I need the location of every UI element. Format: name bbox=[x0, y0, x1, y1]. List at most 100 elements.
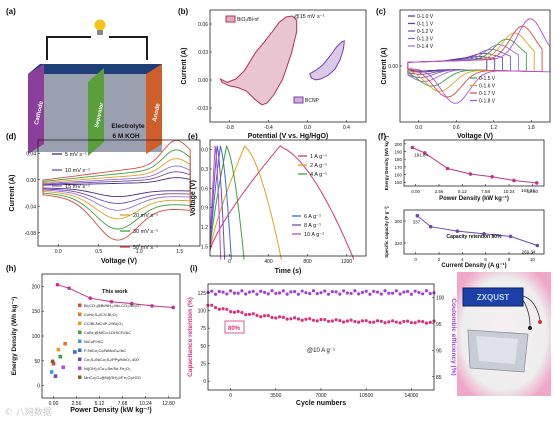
efficiency-point bbox=[236, 291, 240, 295]
gcd-series bbox=[209, 145, 245, 260]
legend-label: BCNP bbox=[305, 98, 320, 104]
efficiency-point bbox=[270, 289, 274, 293]
legend-label: MnCo₂O₄@Ni(OH)₂//Fe₂O₃/rGO bbox=[84, 375, 141, 380]
retention-point bbox=[394, 320, 398, 324]
y-axis-label: Current (A) bbox=[381, 48, 388, 85]
y-tick-label: 0.06 bbox=[198, 22, 208, 28]
plot-frame bbox=[207, 283, 435, 391]
retention-point bbox=[270, 315, 274, 320]
clip-red bbox=[538, 320, 542, 324]
y-axis-label: Current (A) bbox=[181, 48, 188, 85]
data-point bbox=[490, 175, 494, 179]
efficiency-point bbox=[247, 290, 252, 294]
legend-label: 8 A g⁻¹ bbox=[304, 223, 321, 229]
legend-label: 2 A g⁻¹ bbox=[310, 163, 327, 169]
retention-point bbox=[360, 319, 365, 323]
retention-point bbox=[262, 314, 267, 318]
legend-label: 0-1.2 V bbox=[417, 29, 434, 35]
efficiency-point bbox=[308, 292, 312, 296]
anode-plate bbox=[146, 64, 162, 154]
y-tick-label: 0.3 bbox=[201, 167, 208, 173]
y-axis-label: Specific capacity (F g⁻¹) bbox=[384, 206, 389, 258]
x-tick-label: 2.56 bbox=[435, 189, 444, 194]
retention-point bbox=[379, 319, 383, 323]
panel-label: (a) bbox=[6, 7, 16, 16]
plot-frame bbox=[37, 139, 201, 247]
retention-point bbox=[383, 321, 387, 325]
retention-point bbox=[232, 310, 236, 314]
legend-label: Bi₂CO₃@Bi/NH₄-Mn-CO₃//Bi₂O₃ bbox=[84, 303, 141, 308]
data-label: 269.34 bbox=[522, 249, 536, 254]
x-tick-label: 14000 bbox=[404, 393, 418, 399]
efficiency-point bbox=[277, 291, 282, 295]
retention-point bbox=[266, 314, 270, 318]
efficiency-point bbox=[330, 290, 334, 294]
panel-c: (c) 0.0 0.6 1.2 1.8 0.00 Voltage (V) Current (A… bbox=[376, 7, 551, 140]
panel-f-bottom: 0 2 4 6 8 10 300 320 Current Density (A g⁻¹) Spec… bbox=[384, 206, 545, 269]
panel-b: (b) -0.8 -0.4 0.0 0.4 0.06 0.03 0.00 -0.03 Potent… bbox=[178, 7, 367, 140]
efficiency-point bbox=[368, 292, 372, 296]
y-tick-label: 0.0 bbox=[201, 148, 208, 154]
x-tick-label: 8 bbox=[508, 257, 511, 262]
retention-point bbox=[217, 307, 221, 311]
efficiency-point bbox=[251, 289, 255, 293]
efficiency-point bbox=[383, 289, 387, 293]
x-axis-label: Voltage (V) bbox=[457, 133, 493, 140]
efficiency-point bbox=[394, 289, 398, 293]
legend-label: 20 mV s⁻¹ bbox=[133, 213, 158, 219]
x-tick-label: 1.8 bbox=[528, 125, 535, 131]
retention-point bbox=[338, 319, 342, 323]
legend-label: 10 A g⁻¹ bbox=[304, 232, 324, 238]
y-axis-label: Current (A) bbox=[9, 175, 16, 212]
panel-g: (h) This work Bi₂CO₃@Bi/NH₄-Mn-CO₃//Bi₂O₃ C… bbox=[6, 264, 181, 414]
retention-point bbox=[398, 321, 402, 325]
y-tick-label: 100 bbox=[32, 334, 41, 340]
efficiency-point bbox=[406, 289, 410, 294]
bulb-base bbox=[97, 30, 103, 35]
legend-label: CuBr₂@NiCo-LDH/CF//AC bbox=[84, 330, 131, 335]
cell-top bbox=[28, 64, 162, 74]
data-point bbox=[410, 145, 415, 150]
x-tick-label: 2 bbox=[438, 257, 441, 262]
legend-label: 0-1.7 V bbox=[479, 91, 496, 97]
x-tick-label: 6 bbox=[484, 257, 487, 262]
x-tick-label: 7.68 bbox=[118, 401, 128, 407]
retention-point bbox=[244, 312, 248, 317]
y-axis-label: Energy Density (Wh kg⁻¹) bbox=[384, 135, 389, 190]
efficiency-point bbox=[229, 289, 233, 293]
data-point bbox=[512, 178, 516, 183]
energy-density-series bbox=[412, 147, 537, 184]
legend-label: 1 A g⁻¹ bbox=[310, 154, 327, 160]
retention-point bbox=[255, 313, 259, 317]
x-tick-label: 0 bbox=[414, 257, 417, 262]
retention-point bbox=[323, 318, 327, 322]
x-tick-label: 12.80 bbox=[527, 189, 539, 194]
retention-point bbox=[326, 319, 331, 323]
gcd-series bbox=[209, 145, 355, 260]
legend-label: 50 mV s⁻¹ bbox=[133, 245, 158, 251]
electrolyte-conc-label: 6 M KOH bbox=[112, 133, 139, 140]
y-tick-label: 0.00 bbox=[26, 178, 36, 184]
legend-label: 10 mV s⁻¹ bbox=[65, 168, 90, 174]
capacity-series bbox=[416, 215, 538, 246]
gcd-series bbox=[209, 144, 282, 260]
efficiency-point bbox=[213, 292, 218, 296]
legend-label: P-NiCo₂O₄/NiMoO₄//AC bbox=[84, 348, 126, 353]
y-tick-label: 180 bbox=[394, 157, 402, 162]
pouch-highlight bbox=[476, 336, 518, 364]
panel-h: (i) 0 3500 7000 10500 14000 125 100 75 50 25 0 100 95… bbox=[187, 264, 457, 407]
retention-box bbox=[224, 320, 245, 334]
literature-point bbox=[49, 370, 54, 374]
retention-point bbox=[229, 310, 233, 314]
legend-label: 0-1.0 V bbox=[417, 14, 434, 20]
retention-point bbox=[259, 315, 263, 319]
panel-label: (h) bbox=[6, 264, 17, 273]
data-label: 337 bbox=[413, 220, 421, 225]
y-tick-label: -0.08 bbox=[25, 231, 37, 237]
x-tick-label: 4 bbox=[461, 257, 464, 262]
data-point bbox=[422, 151, 427, 155]
data-label: 191.84 bbox=[414, 153, 428, 158]
y-axis-label: Voltage (V) bbox=[190, 180, 197, 216]
legend-label: CC/Bi-NiCoP-2//Bi₂O₃ bbox=[84, 321, 123, 326]
legend-label: Ni(OH)₂/Co₃₄Se/Se-Fe₂O₃ bbox=[84, 366, 131, 371]
